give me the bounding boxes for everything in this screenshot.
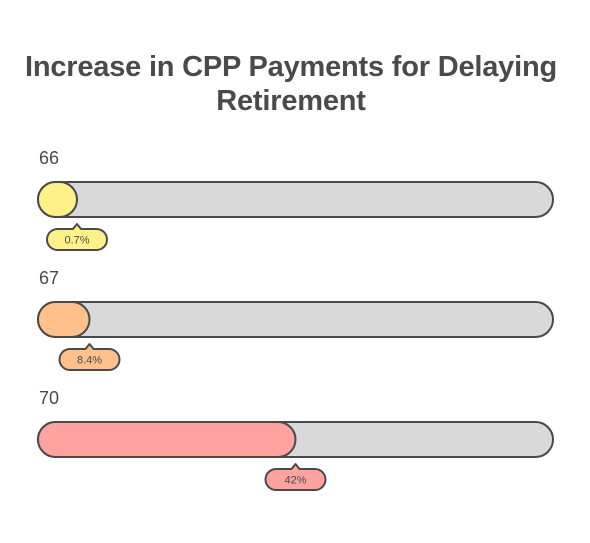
value-label-66: 0.7% (64, 235, 89, 247)
bar-fill-70 (37, 421, 297, 458)
value-bubble-67 (58, 343, 121, 371)
bar-track-67 (37, 301, 554, 338)
row-label-67: 67 (39, 268, 59, 288)
row-label-70: 70 (39, 388, 59, 408)
bar-track-66 (37, 181, 554, 218)
bar-fill-66 (37, 181, 78, 218)
chart-title: Increase in CPP Payments for Delaying Re… (24, 51, 557, 117)
row-label-66: 66 (39, 148, 59, 168)
value-label-70: 42% (284, 475, 306, 487)
bar-fill-67 (37, 301, 91, 338)
value-bubble-70 (264, 463, 327, 491)
value-label-67: 8.4% (77, 355, 102, 367)
value-bubble-66 (46, 223, 108, 251)
